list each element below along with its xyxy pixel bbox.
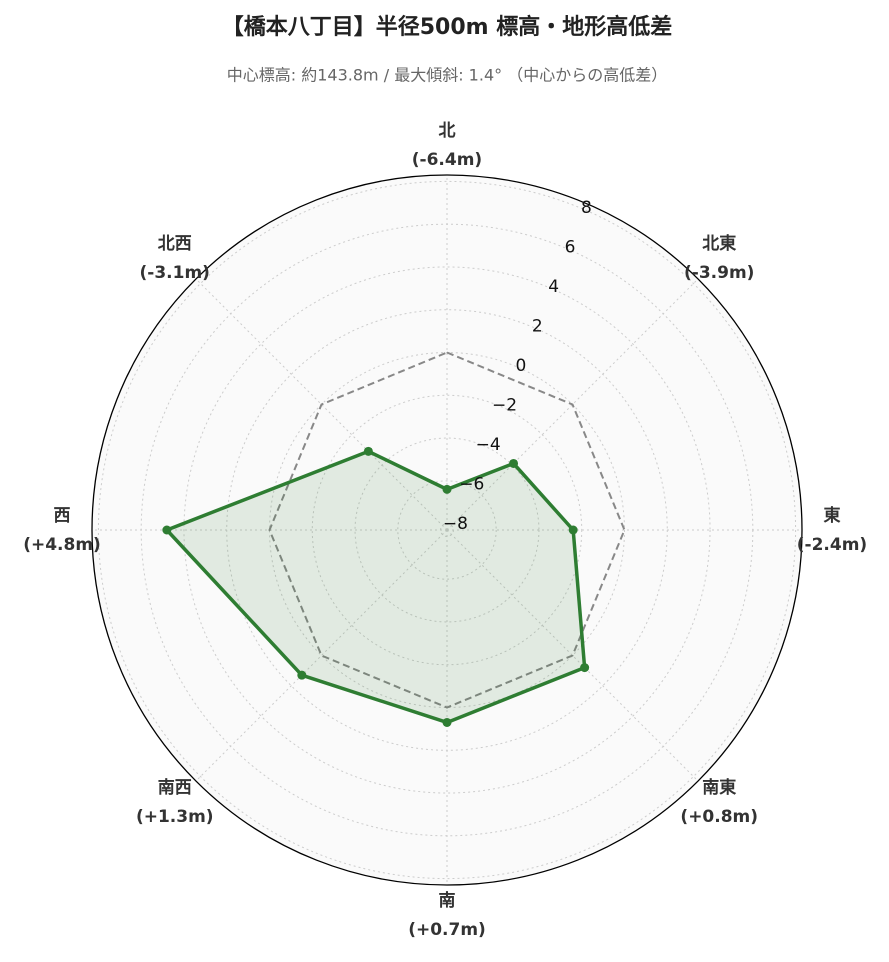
grid-circle <box>397 480 497 580</box>
category-label: 南 <box>439 890 456 911</box>
grid-circle <box>97 180 797 880</box>
r-tick-label: −8 <box>443 514 468 534</box>
category-label: 南西 <box>158 777 192 798</box>
value-label: (+1.3m) <box>136 807 214 827</box>
r-tick-label: 0 <box>516 356 527 376</box>
value-label: (-3.9m) <box>684 263 754 283</box>
category-label: 東 <box>824 505 841 526</box>
data-point <box>568 525 578 535</box>
value-label: (-3.1m) <box>140 263 210 283</box>
data-point <box>580 663 590 673</box>
chart-title: 【橋本八丁目】半径500m 標高・地形高低差 <box>222 14 673 40</box>
data-point <box>509 458 519 468</box>
grid-circle <box>183 266 711 794</box>
category-label: 北東 <box>702 233 736 254</box>
category-label: 北 <box>439 121 456 141</box>
data-point <box>442 717 452 727</box>
spoke <box>195 529 448 782</box>
reference-line <box>268 351 626 709</box>
value-label: (+0.8m) <box>680 807 758 827</box>
r-tick-label: −2 <box>492 396 517 416</box>
spoke <box>446 278 699 531</box>
value-label: (+0.7m) <box>408 920 486 940</box>
category-label: 北西 <box>158 234 192 254</box>
data-point <box>297 670 307 680</box>
chart-subtitle: 中心標高: 約143.8m / 最大傾斜: 1.4° （中心からの高低差） <box>227 66 667 85</box>
data-point <box>442 484 452 494</box>
data-point <box>162 525 172 535</box>
r-tick-label: 4 <box>548 277 559 297</box>
spoke <box>446 529 699 782</box>
data-point <box>363 446 373 456</box>
outer-circle <box>91 174 803 886</box>
r-tick-label: 8 <box>581 198 592 218</box>
value-label: (-6.4m) <box>412 150 482 170</box>
r-tick-label: 2 <box>532 316 543 336</box>
grid-circle <box>311 394 583 666</box>
r-tick-label: 6 <box>565 237 576 257</box>
value-label: (+4.8m) <box>23 535 101 555</box>
spoke <box>195 278 448 531</box>
category-label: 西 <box>54 506 71 526</box>
category-label: 南東 <box>702 777 736 798</box>
r-tick-label: −4 <box>476 435 501 455</box>
value-label: (-2.4m) <box>797 535 867 555</box>
r-tick-label: −6 <box>459 475 484 495</box>
